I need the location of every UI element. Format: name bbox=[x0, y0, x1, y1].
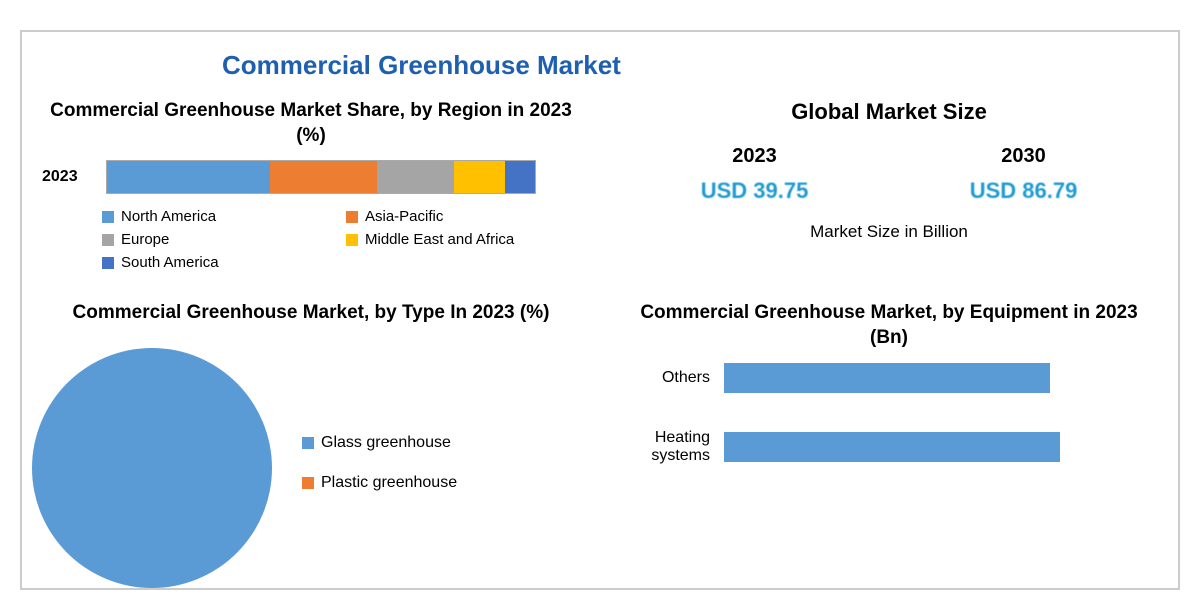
equipment-bar bbox=[724, 432, 1060, 462]
gms-year-row: 2023 2030 bbox=[620, 145, 1158, 168]
equipment-bar-panel: Commercial Greenhouse Market, by Equipme… bbox=[620, 301, 1158, 588]
legend-label: North America bbox=[121, 208, 216, 225]
equipment-bar-row: Heating systems bbox=[620, 429, 1158, 466]
legend-swatch bbox=[302, 437, 314, 449]
equipment-bar-title: Commercial Greenhouse Market, by Equipme… bbox=[620, 301, 1158, 350]
legend-item: Europe bbox=[102, 231, 336, 248]
gms-title: Global Market Size bbox=[620, 99, 1158, 125]
type-pie-legend: Glass greenhouse Plastic greenhouse bbox=[302, 434, 457, 492]
legend-label: South America bbox=[121, 254, 219, 271]
legend-swatch bbox=[302, 477, 314, 489]
region-segment bbox=[107, 161, 270, 193]
type-pie-panel: Commercial Greenhouse Market, by Type In… bbox=[42, 301, 580, 588]
legend-item: Glass greenhouse bbox=[302, 434, 457, 452]
region-share-panel: Commercial Greenhouse Market Share, by R… bbox=[42, 99, 580, 271]
legend-item: South America bbox=[102, 254, 336, 271]
legend-item: Middle East and Africa bbox=[346, 231, 580, 248]
gms-note: Market Size in Billion bbox=[620, 222, 1158, 242]
gms-value-0: USD 39.75 bbox=[701, 178, 809, 204]
legend-swatch bbox=[346, 211, 358, 223]
region-year-label: 2023 bbox=[42, 168, 92, 186]
legend-item: North America bbox=[102, 208, 336, 225]
legend-swatch bbox=[102, 234, 114, 246]
legend-swatch bbox=[102, 211, 114, 223]
equipment-bar-label: Heating systems bbox=[620, 429, 710, 466]
gms-value-1: USD 86.79 bbox=[970, 178, 1078, 204]
legend-swatch bbox=[102, 257, 114, 269]
legend-label: Middle East and Africa bbox=[365, 231, 514, 248]
equipment-bar-label: Others bbox=[620, 369, 710, 387]
region-segment bbox=[505, 161, 535, 193]
type-pie-chart bbox=[32, 348, 272, 588]
legend-label: Plastic greenhouse bbox=[321, 474, 457, 492]
gms-value-row: USD 39.75 USD 86.79 bbox=[620, 178, 1158, 204]
type-pie-wrap: Glass greenhouse Plastic greenhouse bbox=[42, 338, 580, 588]
global-market-size-panel: Global Market Size 2023 2030 USD 39.75 U… bbox=[620, 99, 1158, 271]
gms-year-0: 2023 bbox=[732, 145, 777, 168]
legend-item: Asia-Pacific bbox=[346, 208, 580, 225]
legend-label: Europe bbox=[121, 231, 169, 248]
gms-year-1: 2030 bbox=[1001, 145, 1046, 168]
region-legend: North America Asia-Pacific Europe Middle Ea… bbox=[102, 208, 580, 271]
region-stacked-row: 2023 bbox=[42, 160, 580, 194]
region-share-title: Commercial Greenhouse Market Share, by R… bbox=[42, 99, 580, 148]
legend-swatch bbox=[346, 234, 358, 246]
region-stacked-bar bbox=[106, 160, 536, 194]
page-title: Commercial Greenhouse Market bbox=[222, 50, 1158, 81]
equipment-bar bbox=[724, 363, 1050, 393]
legend-label: Asia-Pacific bbox=[365, 208, 443, 225]
region-segment bbox=[454, 161, 505, 193]
legend-label: Glass greenhouse bbox=[321, 434, 451, 452]
region-segment bbox=[270, 161, 377, 193]
equipment-bar-row: Others bbox=[620, 363, 1158, 393]
type-pie-title: Commercial Greenhouse Market, by Type In… bbox=[42, 301, 580, 326]
report-frame: Commercial Greenhouse Market Commercial … bbox=[20, 30, 1180, 590]
equipment-bars: Others Heating systems bbox=[620, 363, 1158, 466]
legend-item: Plastic greenhouse bbox=[302, 474, 457, 492]
chart-grid: Commercial Greenhouse Market Share, by R… bbox=[42, 99, 1158, 588]
region-segment bbox=[377, 161, 454, 193]
